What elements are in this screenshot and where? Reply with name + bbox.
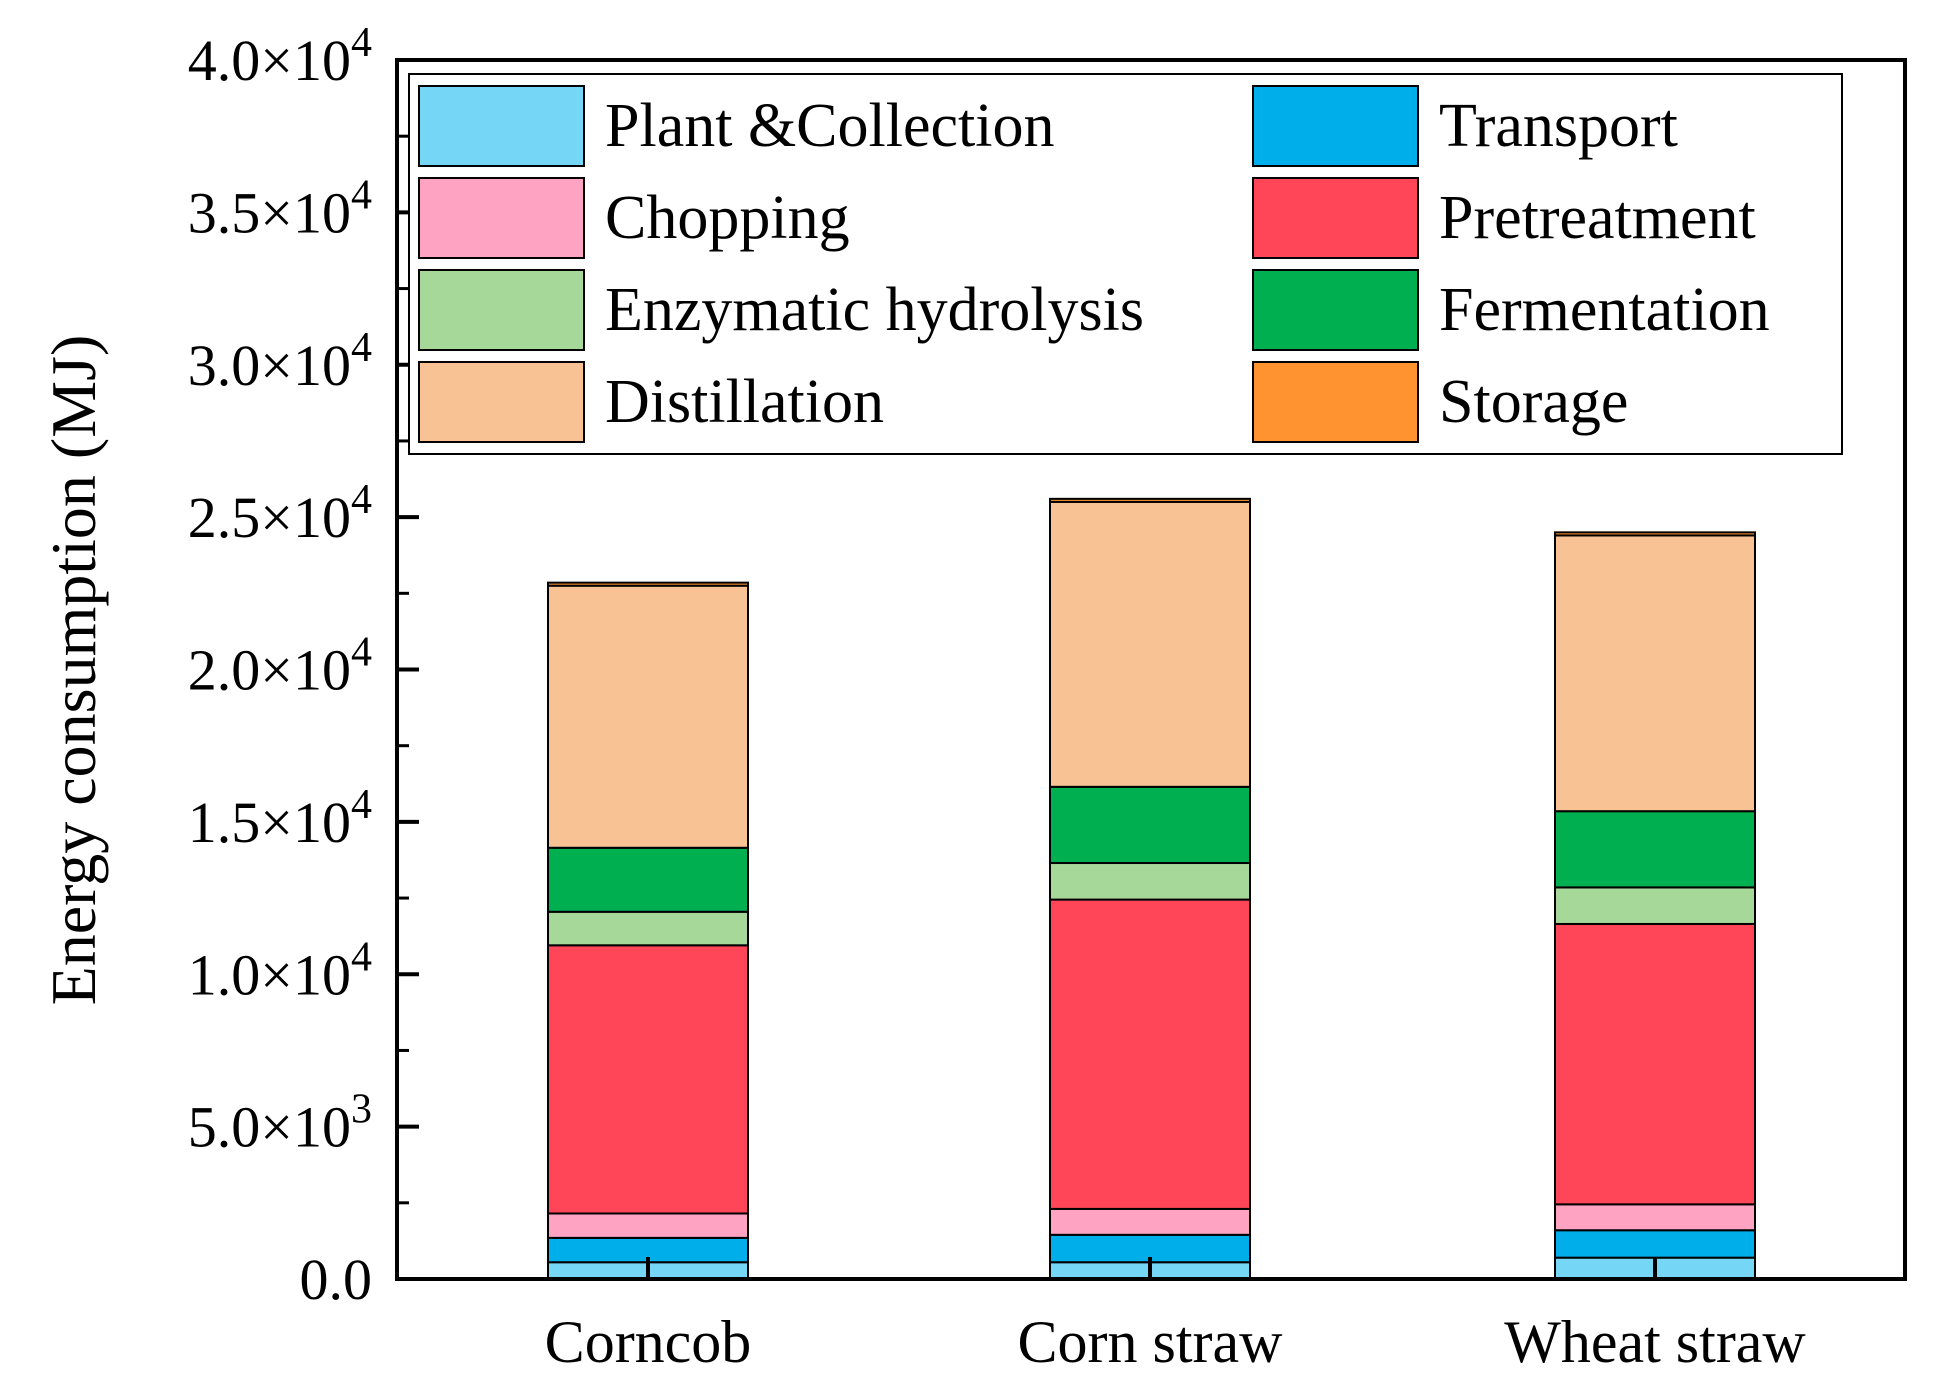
legend-label: Plant &Collection: [605, 92, 1054, 160]
y-tick-label: 0.0: [300, 1247, 373, 1312]
bar-segment: [1554, 886, 1756, 925]
y-tick-label: 1.5×104: [188, 782, 372, 855]
x-axis: Corncob Corn straw Wheat straw: [545, 1257, 1806, 1375]
bar-segment: [1554, 922, 1756, 1206]
legend-label: Pretreatment: [1439, 184, 1756, 252]
y-axis: 0.0 5.0×103 1.0×104 1.5×104 2.0×104 2.5×104 3.…: [188, 20, 419, 1312]
bar-segment: [547, 944, 749, 1215]
bar-segment: [1554, 531, 1756, 537]
x-tick-label: Corn straw: [1018, 1309, 1284, 1375]
y-tick-label: 2.5×104: [188, 477, 372, 550]
bar-segment: [547, 910, 749, 947]
y-tick-label: 1.0×104: [188, 934, 372, 1007]
bar-segment: [547, 584, 749, 849]
bar-segment: [547, 846, 749, 913]
bar-segment: [1049, 862, 1251, 901]
bar-segment: [547, 581, 749, 587]
bar-segment: [1554, 1229, 1756, 1259]
x-tick-label: Wheat straw: [1504, 1309, 1806, 1375]
y-tick-label: 3.0×104: [188, 325, 372, 398]
legend-swatch: [418, 269, 585, 351]
bar-segment: [1049, 785, 1251, 865]
bar-segment: [547, 1212, 749, 1239]
bar-segment: [1554, 1203, 1756, 1232]
legend-frame: [408, 73, 1843, 455]
bars-layer: [547, 497, 1756, 1281]
legend-swatch: [1252, 361, 1419, 443]
bar-segment: [1554, 810, 1756, 889]
legend-swatch: [1252, 85, 1419, 167]
y-tick-label: 2.0×104: [188, 630, 372, 703]
legend-label: Chopping: [605, 184, 850, 252]
legend-swatch: [418, 85, 585, 167]
legend-label: Enzymatic hydrolysis: [605, 276, 1144, 344]
legend-swatch: [418, 361, 585, 443]
bar-segment: [1554, 534, 1756, 813]
y-tick-label: 3.5×104: [188, 172, 372, 245]
bar-segment: [1049, 500, 1251, 788]
legend-label: Distillation: [605, 368, 884, 436]
legend-label: Transport: [1439, 92, 1678, 160]
legend-swatch: [1252, 269, 1419, 351]
y-tick-label: 4.0×104: [188, 20, 372, 93]
y-tick-label: 5.0×103: [188, 1087, 372, 1160]
legend-swatch: [1252, 177, 1419, 259]
legend-swatch: [418, 177, 585, 259]
bar-segment: [1049, 898, 1251, 1210]
legend-label: Storage: [1439, 368, 1628, 436]
bar-segment: [1049, 497, 1251, 503]
legend-label: Fermentation: [1439, 276, 1770, 344]
y-axis-title: Energy consumption (MJ): [38, 335, 109, 1006]
x-tick-label: Corncob: [545, 1309, 752, 1375]
bar-segment: [1049, 1207, 1251, 1236]
legend: Plant &Collection Transport Chopping Pretre…: [408, 73, 1843, 455]
